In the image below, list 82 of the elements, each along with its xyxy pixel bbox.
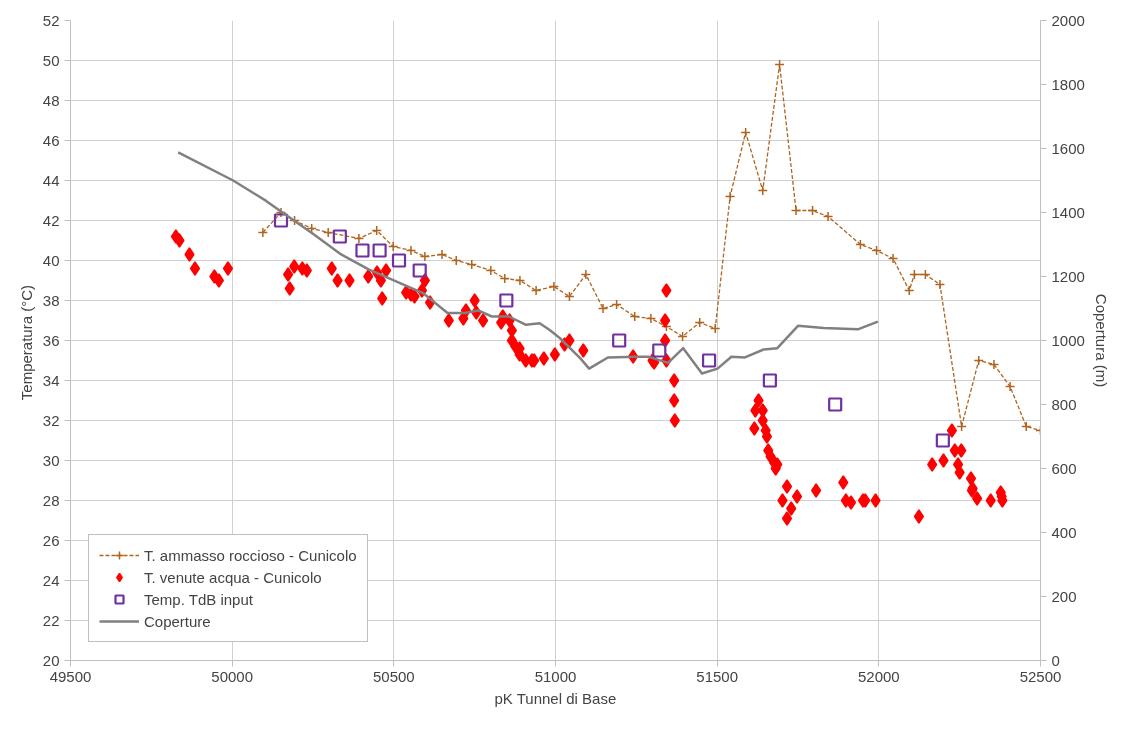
y-tick-label: 32: [42, 411, 60, 429]
y2-tick-label: 400: [1051, 523, 1077, 541]
y-tick-label: 46: [42, 131, 60, 149]
y-tick-label: 50: [42, 51, 60, 69]
line-series: [176, 151, 880, 375]
legend-label: T. ammasso roccioso - Cunicolo: [144, 546, 357, 564]
y2-tick-label: 1200: [1051, 267, 1085, 285]
y2-tick-label: 0: [1051, 651, 1060, 669]
point: [757, 185, 769, 196]
point: [372, 243, 387, 258]
point: [645, 313, 657, 324]
point: [652, 343, 667, 358]
point: [709, 323, 721, 334]
point: [1004, 381, 1016, 392]
y-tick-label: 34: [42, 371, 60, 389]
point: [514, 275, 526, 286]
point: [353, 233, 365, 244]
point: [790, 205, 802, 216]
point: [450, 255, 462, 266]
legend-label: Coperture: [144, 612, 211, 630]
y-tick-label: 26: [42, 531, 60, 549]
point: [580, 269, 592, 280]
point: [988, 359, 1000, 370]
point: [597, 303, 609, 314]
point: [419, 251, 431, 262]
y-tick-label: 30: [42, 451, 60, 469]
point: [412, 263, 427, 278]
point: [612, 333, 627, 348]
y-tick-label: 20: [42, 651, 60, 669]
point: [391, 253, 407, 268]
y-tick-label: 38: [42, 291, 60, 309]
point: [887, 253, 899, 264]
point: [387, 241, 399, 252]
y-tick-label: 24: [42, 571, 60, 589]
x-tick-label: 52000: [857, 667, 900, 685]
y-tick-label: 44: [42, 171, 60, 189]
point: [530, 285, 542, 296]
x-tick-label: 51000: [534, 667, 577, 685]
point: [548, 281, 560, 292]
y-tick-label: 40: [42, 251, 60, 269]
legend-label: T. venute acqua - Cunicolo: [144, 568, 322, 586]
y2-tick-label: 1000: [1051, 331, 1085, 349]
y-tick-label: 22: [42, 611, 60, 629]
point: [405, 245, 417, 256]
legend-label: Temp. TdB input: [144, 590, 253, 608]
point: [935, 433, 950, 448]
x-tick-label: 52500: [1019, 667, 1062, 685]
point: [436, 249, 448, 260]
y2-tick-label: 800: [1051, 395, 1077, 413]
point: [257, 227, 269, 238]
point: [499, 293, 514, 308]
y2-axis-title: Copertura (m): [1092, 293, 1110, 388]
point: [485, 265, 497, 276]
point: [822, 211, 834, 222]
point: [273, 213, 289, 228]
point: [322, 227, 334, 238]
point: [903, 285, 915, 296]
y-axis-title: Temperatura (°C): [17, 284, 35, 401]
y-tick-label: 48: [42, 91, 60, 109]
x-axis-title: pK Tunnel di Base: [494, 689, 617, 707]
y2-tick-label: 200: [1051, 587, 1077, 605]
y2-tick-label: 2000: [1051, 11, 1085, 29]
y2-tick-label: 1600: [1051, 139, 1085, 157]
point: [332, 229, 347, 244]
y2-tick-label: 600: [1051, 459, 1077, 477]
y2-tick-label: 1400: [1051, 203, 1085, 221]
point: [724, 191, 736, 202]
point: [466, 259, 478, 270]
point: [355, 243, 370, 258]
y2-tick-label: 1800: [1051, 75, 1085, 93]
x-tick-label: 51500: [696, 667, 739, 685]
point: [701, 353, 717, 368]
point: [934, 279, 946, 290]
y-tick-label: 42: [42, 211, 60, 229]
y-tick-label: 36: [42, 331, 60, 349]
x-tick-label: 50500: [372, 667, 415, 685]
x-tick-label: 49500: [49, 667, 92, 685]
y-tick-label: 52: [42, 11, 60, 29]
x-tick-label: 50000: [211, 667, 254, 685]
point: [762, 373, 777, 388]
point: [828, 397, 843, 412]
y-tick-label: 28: [42, 491, 60, 509]
